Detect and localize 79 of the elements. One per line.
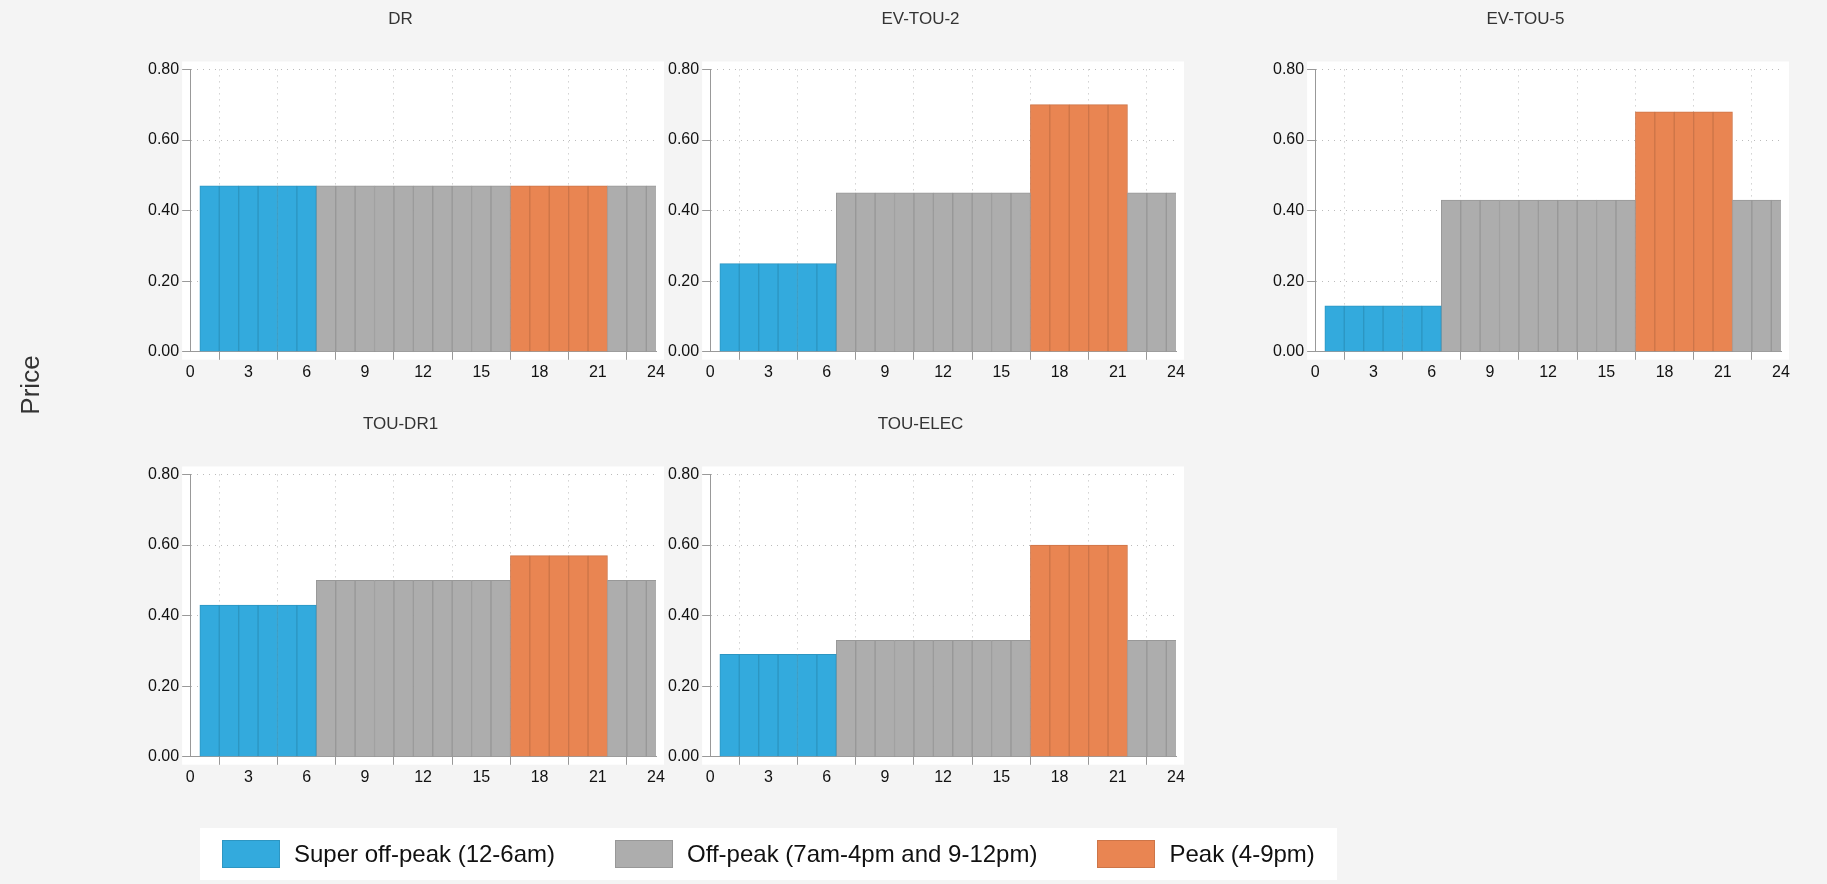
x-tick-label: 0: [705, 362, 715, 380]
x-tick-label: 18: [530, 767, 549, 785]
x-tick-label: 15: [1597, 362, 1616, 380]
x-tick-label: 9: [360, 362, 370, 380]
y-tick-label: 0.80: [668, 59, 700, 77]
y-tick-label: 0.00: [148, 342, 180, 360]
x-tick-label: 9: [880, 362, 890, 380]
y-tick-label: 0.00: [668, 747, 700, 765]
y-tick-label: 0.80: [148, 464, 180, 482]
x-tick-label: 21: [1713, 362, 1732, 380]
x-tick-label: 24: [647, 362, 665, 380]
x-tick-label: 21: [1108, 767, 1127, 785]
x-tick-label: 9: [360, 767, 370, 785]
legend-label: Peak (4-9pm): [1169, 840, 1315, 868]
x-tick-label: 24: [1167, 362, 1185, 380]
x-tick-label: 24: [1772, 362, 1790, 380]
x-tick-label: 3: [1368, 362, 1378, 380]
y-tick-label: 0.60: [668, 535, 700, 553]
x-tick-label: 12: [934, 362, 953, 380]
y-tick-label: 0.40: [668, 606, 700, 624]
y-tick-label: 0.60: [148, 535, 180, 553]
y-tick-label: 0.20: [148, 271, 180, 289]
x-tick-label: 12: [934, 767, 953, 785]
y-tick-label: 0.00: [668, 342, 700, 360]
x-tick-label: 15: [472, 362, 491, 380]
x-tick-label: 0: [705, 767, 715, 785]
y-tick-label: 0.00: [1273, 342, 1305, 360]
x-tick-label: 15: [472, 767, 491, 785]
chart-title: TOU-ELEC: [877, 413, 964, 433]
x-tick-label: 6: [822, 767, 832, 785]
x-tick-label: 3: [763, 767, 773, 785]
x-tick-label: 24: [1167, 767, 1185, 785]
x-tick-label: 0: [185, 767, 195, 785]
x-tick-label: 3: [243, 362, 253, 380]
x-tick-label: 21: [588, 767, 607, 785]
y-tick-label: 0.20: [1273, 271, 1305, 289]
x-tick-label: 21: [588, 362, 607, 380]
x-tick-label: 18: [1050, 362, 1069, 380]
x-tick-label: 15: [992, 767, 1011, 785]
x-tick-label: 9: [880, 767, 890, 785]
x-tick-label: 3: [763, 362, 773, 380]
y-tick-label: 0.00: [148, 747, 180, 765]
y-tick-label: 0.80: [668, 464, 700, 482]
x-tick-label: 18: [1655, 362, 1674, 380]
x-tick-label: 18: [1050, 767, 1069, 785]
y-tick-label: 0.20: [148, 676, 180, 694]
chart-title: DR: [388, 8, 413, 28]
x-tick-label: 21: [1108, 362, 1127, 380]
x-tick-label: 9: [1485, 362, 1495, 380]
x-tick-label: 3: [243, 767, 253, 785]
y-axis-title: Price: [14, 354, 46, 417]
y-tick-label: 0.20: [668, 271, 700, 289]
y-tick-label: 0.60: [148, 130, 180, 148]
x-tick-label: 15: [992, 362, 1011, 380]
y-tick-label: 0.40: [148, 201, 180, 219]
x-tick-label: 6: [822, 362, 832, 380]
chart-title: EV-TOU-5: [1486, 8, 1565, 28]
x-tick-label: 18: [530, 362, 549, 380]
y-tick-label: 0.40: [1273, 201, 1305, 219]
x-tick-label: 12: [414, 767, 433, 785]
x-tick-label: 6: [302, 767, 312, 785]
y-tick-label: 0.80: [1273, 59, 1305, 77]
legend-label: Super off-peak (12-6am): [294, 840, 556, 868]
y-tick-label: 0.40: [668, 201, 700, 219]
x-tick-label: 6: [302, 362, 312, 380]
y-tick-label: 0.60: [668, 130, 700, 148]
chart-title: EV-TOU-2: [881, 8, 960, 28]
x-tick-label: 6: [1427, 362, 1437, 380]
y-tick-label: 0.60: [1273, 130, 1305, 148]
y-tick-label: 0.20: [668, 676, 700, 694]
x-tick-label: 24: [647, 767, 665, 785]
y-tick-label: 0.40: [148, 606, 180, 624]
x-tick-label: 0: [185, 362, 195, 380]
chart-title: TOU-DR1: [362, 413, 439, 433]
y-tick-label: 0.80: [148, 59, 180, 77]
x-tick-label: 12: [414, 362, 433, 380]
legend-label: Off-peak (7am-4pm and 9-12pm): [687, 840, 1038, 868]
x-tick-label: 12: [1539, 362, 1558, 380]
x-tick-label: 0: [1310, 362, 1320, 380]
